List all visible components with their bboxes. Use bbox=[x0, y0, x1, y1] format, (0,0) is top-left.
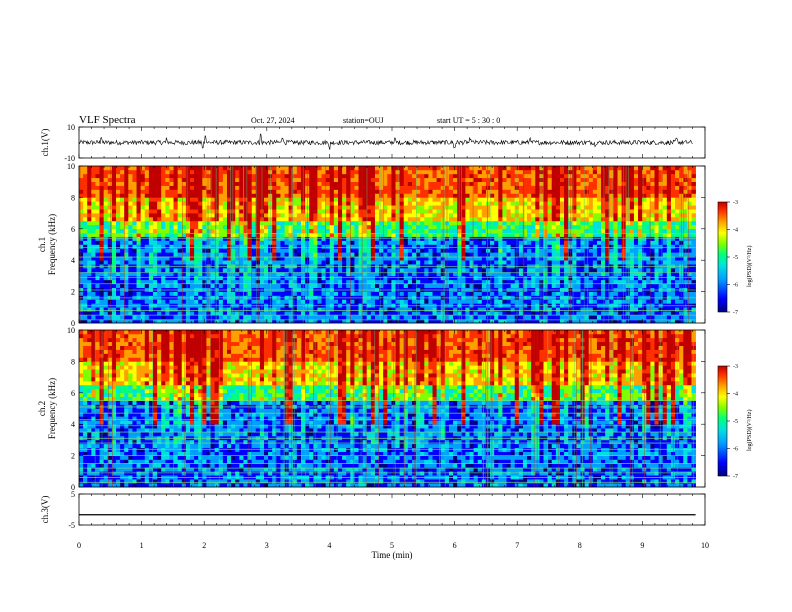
station-label: station=OUJ bbox=[343, 116, 384, 125]
colorbar-tick-label: -5 bbox=[733, 419, 738, 425]
spec1-ylabel: ch.1Frequency (kHz) bbox=[37, 214, 57, 275]
colorbar-tick-label: -4 bbox=[733, 392, 738, 398]
ch1-waveform-panel: -10 10 ch.1(V) bbox=[40, 123, 706, 163]
ch1-y-tick-label: 10 bbox=[67, 123, 75, 132]
time-tick-label: 1 bbox=[140, 541, 144, 550]
spec1-y-tick-label: 2 bbox=[71, 288, 75, 297]
spec1-y-tick-label: 0 bbox=[71, 319, 75, 328]
spec1-y-tick-label: 8 bbox=[71, 193, 75, 202]
ch1-colorbar-label: log(PSD)(V²/Hz) bbox=[746, 246, 753, 287]
ch1-spectrogram-panel: 0 2 4 6 8 10 ch.1Frequency (kHz) bbox=[37, 162, 706, 328]
start-time-label: start UT = 5 : 30 : 0 bbox=[437, 116, 500, 125]
spec1-y-tick-label: 10 bbox=[67, 162, 75, 171]
spec2-y-tick-label: 6 bbox=[71, 389, 75, 398]
date-label: Oct. 27, 2024 bbox=[251, 116, 295, 125]
spec2-ylabel: ch.2Frequency (kHz) bbox=[37, 378, 57, 439]
time-tick-label: 2 bbox=[202, 541, 206, 550]
colorbar-tick-label: -3 bbox=[733, 364, 738, 370]
ch3-ylabel: ch.3(V) bbox=[40, 496, 50, 524]
ch3-waveform-panel: -5 5 ch.3(V) bbox=[40, 490, 706, 530]
ch1-trace bbox=[78, 133, 693, 150]
time-tick-label: 4 bbox=[327, 541, 331, 550]
time-tick-label: 5 bbox=[390, 541, 394, 550]
ch1-ylabel: ch.1(V) bbox=[40, 129, 50, 157]
spec2-y-tick-label: 8 bbox=[71, 357, 75, 366]
time-tick-label: 8 bbox=[578, 541, 582, 550]
time-tick-label: 3 bbox=[265, 541, 269, 550]
time-tick-label: 9 bbox=[640, 541, 644, 550]
colorbar-tick-label: -3 bbox=[733, 200, 738, 206]
ch1-colorbar: -3 -4 -5 -6 -7 log(PSD)(V²/Hz) bbox=[717, 200, 753, 316]
ch2-colorbar-label: log(PSD)(V²/Hz) bbox=[746, 410, 753, 451]
ch1-frame bbox=[78, 126, 706, 159]
spec2-y-tick-label: 0 bbox=[71, 483, 75, 492]
ch3-y-tick-label: 5 bbox=[71, 490, 75, 499]
time-tick-label: 0 bbox=[77, 541, 81, 550]
time-tick-label: 10 bbox=[701, 541, 709, 550]
spec1-cells bbox=[79, 166, 696, 324]
spec2-cells bbox=[79, 330, 696, 488]
colorbar-tick-label: -6 bbox=[733, 283, 738, 289]
spec2-y-tick-label: 4 bbox=[71, 420, 75, 429]
spec2-y-tick-label: 2 bbox=[71, 452, 75, 461]
time-axis: 0 1 2 3 4 5 6 7 8 9 10 Time (min) bbox=[77, 541, 709, 560]
spec1-y-tick-label: 6 bbox=[71, 225, 75, 234]
colorbar-tick-label: -7 bbox=[733, 310, 738, 316]
time-tick-label: 6 bbox=[453, 541, 457, 550]
ch1-y-tick-label: -10 bbox=[64, 154, 75, 163]
ch3-y-tick-label: -5 bbox=[68, 521, 75, 530]
time-axis-label: Time (min) bbox=[372, 550, 413, 560]
colorbar-tick-label: -7 bbox=[733, 474, 738, 480]
colorbar-tick-label: -5 bbox=[733, 255, 738, 261]
ch3-frame bbox=[78, 493, 706, 526]
figure-title: VLF Spectra bbox=[79, 114, 136, 126]
time-tick-label: 7 bbox=[515, 541, 519, 550]
ch2-spectrogram-panel: 0 2 4 6 8 10 ch.2Frequency (kHz) bbox=[37, 326, 706, 492]
spec1-y-tick-label: 4 bbox=[71, 256, 75, 265]
spec2-y-tick-label: 10 bbox=[67, 326, 75, 335]
colorbar-tick-label: -6 bbox=[733, 447, 738, 453]
colorbar-tick-label: -4 bbox=[733, 228, 738, 234]
ch2-colorbar: -3 -4 -5 -6 -7 log(PSD)(V²/Hz) bbox=[717, 364, 753, 480]
